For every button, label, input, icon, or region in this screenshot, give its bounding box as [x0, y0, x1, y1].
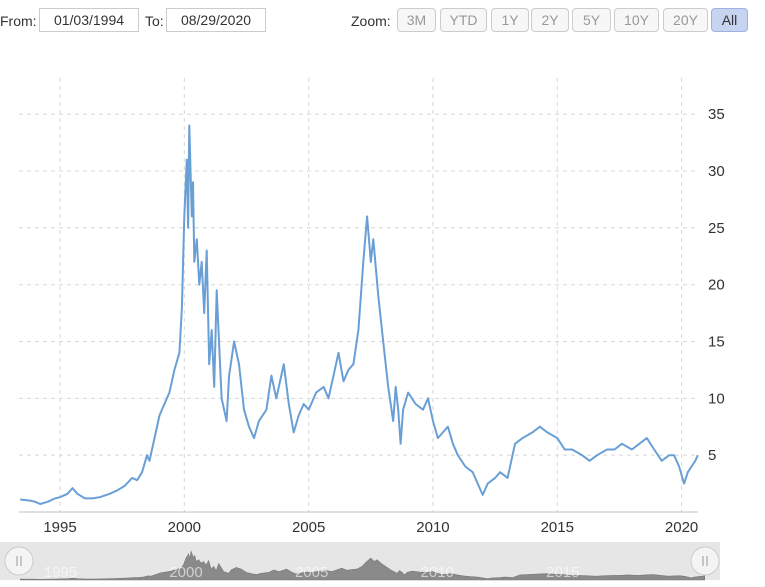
series-layer — [20, 124, 699, 505]
y-tick-label: 30 — [708, 163, 725, 180]
series-line — [20, 124, 699, 505]
zoom-ytd-button[interactable]: YTD — [440, 8, 487, 32]
navigator-tick-label: 1995 — [44, 564, 77, 581]
y-tick-label: 25 — [708, 220, 725, 237]
y-tick-label: 15 — [708, 333, 725, 350]
navigator-tick-label: 2000 — [169, 564, 202, 581]
x-tick-label: 2015 — [541, 519, 574, 536]
navigator-tick-label: 2015 — [546, 564, 579, 581]
x-axis: 1995 2000 2005 2010 2015 2020 — [19, 511, 698, 536]
navigator-area — [20, 550, 705, 581]
zoom-1y-button[interactable]: 1Y — [491, 8, 529, 32]
navigator-tick-label: 2010 — [421, 564, 454, 581]
zoom-20y-button[interactable]: 20Y — [663, 8, 708, 32]
zoom-10y-button[interactable]: 10Y — [614, 8, 659, 32]
zoom-2y-button[interactable]: 2Y — [531, 8, 569, 32]
y-tick-label: 5 — [708, 447, 716, 464]
navigator-left-handle[interactable] — [4, 546, 34, 576]
y-tick-label: 35 — [708, 106, 725, 123]
zoom-label: Zoom: — [351, 13, 391, 29]
from-label: From: — [0, 13, 37, 29]
chart-grid — [19, 78, 698, 512]
zoom-3m-button[interactable]: 3M — [397, 8, 436, 32]
range-selector: From: To: Zoom: 3M YTD 1Y 2Y 5Y 10Y 20Y … — [0, 8, 765, 34]
to-date-input[interactable] — [166, 8, 266, 32]
from-date-input[interactable] — [39, 8, 139, 32]
navigator-right-handle[interactable] — [690, 546, 720, 576]
y-axis: 5 10 15 20 25 30 35 — [708, 106, 725, 464]
zoom-all-button[interactable]: All — [711, 8, 748, 32]
x-tick-label: 2010 — [416, 519, 449, 536]
x-tick-label: 2005 — [292, 519, 325, 536]
x-tick-label: 1995 — [43, 519, 76, 536]
to-label: To: — [145, 13, 164, 29]
y-tick-label: 20 — [708, 277, 725, 294]
navigator: 1995 2000 2005 2010 2015 — [0, 542, 720, 581]
navigator-tick-label: 2005 — [295, 564, 328, 581]
x-tick-label: 2020 — [665, 519, 698, 536]
y-tick-label: 10 — [708, 390, 725, 407]
zoom-5y-button[interactable]: 5Y — [572, 8, 611, 32]
x-tick-label: 2000 — [168, 519, 201, 536]
